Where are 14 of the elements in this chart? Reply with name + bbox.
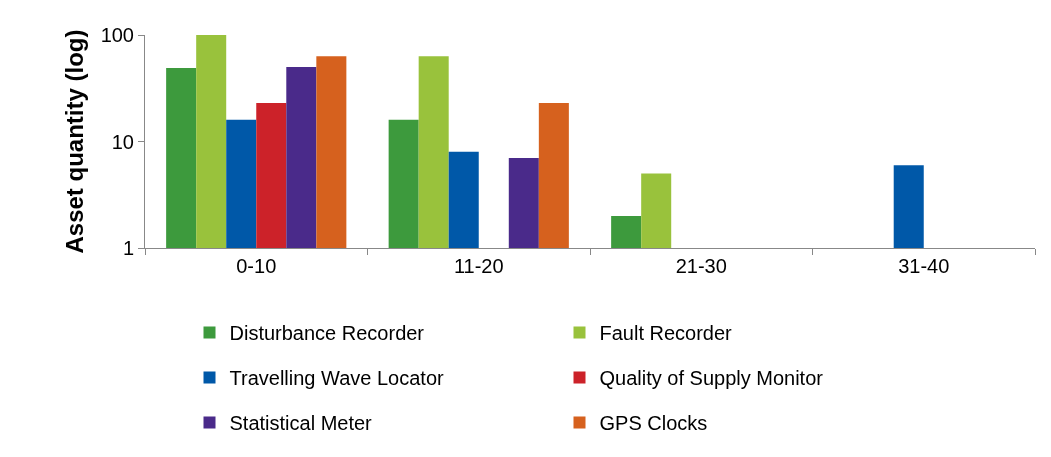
legend-label: Quality of Supply Monitor — [599, 367, 824, 390]
y-tick-label: 10 — [111, 130, 134, 153]
y-axis-title: Asset quantity (log) — [60, 29, 88, 254]
y-tick-label: 1 — [122, 237, 134, 259]
x-tick-label: 0-10 — [236, 255, 277, 277]
x-tick-label: 21-30 — [675, 255, 727, 277]
legend-label: GPS Clocks — [599, 412, 708, 435]
x-tick-label: 31-40 — [898, 255, 950, 277]
legend-label: Disturbance Recorder — [229, 322, 425, 345]
y-tick-label: 100 — [100, 24, 134, 46]
legend-label: Statistical Meter — [229, 412, 373, 435]
legend-label: Travelling Wave Locator — [229, 367, 444, 390]
legend-label: Fault Recorder — [599, 322, 733, 345]
x-tick-label: 11-20 — [453, 255, 504, 277]
